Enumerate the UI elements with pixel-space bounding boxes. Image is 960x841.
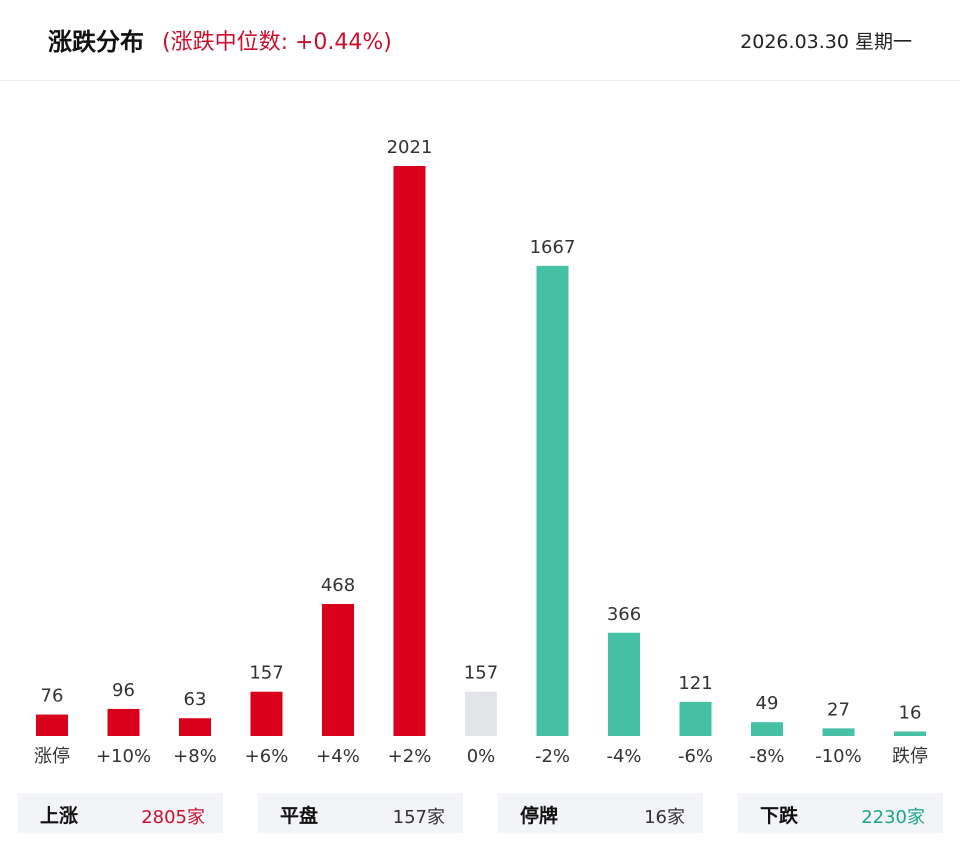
bar-minus8pct <box>751 722 783 736</box>
value-label-涨停: 76 <box>41 686 64 707</box>
bar-plus10pct <box>107 708 140 736</box>
category-label-plus6pct: +6% <box>245 746 289 767</box>
value-label-plus10pct: 96 <box>112 680 135 701</box>
distribution-bar-chart: 76 涨停 96 +10% 63 +8% 157 +6% 468 +4% 2021 +2% 157 0% 1… <box>34 137 928 767</box>
category-label-plus2pct: +2% <box>388 746 432 767</box>
category-label-跌停: 跌停 <box>892 746 928 767</box>
summary-up: 上涨 2805家 <box>18 793 223 833</box>
category-label-minus6pct: -6% <box>678 746 713 767</box>
bar-涨停 <box>36 714 68 736</box>
category-label-plus4pct: +4% <box>316 746 360 767</box>
summary-suspended: 停牌 16家 <box>498 793 703 833</box>
value-label-plus2pct: 2021 <box>387 137 433 158</box>
summary-suspended-label: 停牌 <box>520 805 559 827</box>
value-label-plus6pct: 157 <box>249 663 283 684</box>
category-label-0pct: 0% <box>467 746 496 767</box>
bar-minus2pct <box>536 265 569 736</box>
summary-flat-value: 157家 <box>392 807 445 828</box>
bar-plus6pct <box>250 691 283 736</box>
summary-down-value: 2230家 <box>861 807 925 828</box>
summary-up-label: 上涨 <box>40 805 79 827</box>
value-label-minus6pct: 121 <box>678 673 712 694</box>
bar-minus6pct <box>679 701 712 736</box>
value-label-0pct: 157 <box>464 663 498 684</box>
value-label-minus4pct: 366 <box>607 604 641 625</box>
summary-suspended-value: 16家 <box>644 807 685 828</box>
category-label-plus8pct: +8% <box>173 746 217 767</box>
bar-0pct <box>465 691 497 736</box>
category-label-minus4pct: -4% <box>606 746 641 767</box>
value-label-跌停: 16 <box>899 702 922 723</box>
bar-minus4pct <box>608 632 640 736</box>
date-label: 2026.03.30 星期一 <box>740 31 912 53</box>
median-change-subtitle: (涨跌中位数: +0.44%) <box>162 30 392 55</box>
summary-flat: 平盘 157家 <box>258 793 463 833</box>
chart-header: 涨跌分布 (涨跌中位数: +0.44%) 2026.03.30 星期一 <box>0 0 960 81</box>
bar-minus10pct <box>822 728 855 736</box>
value-label-plus4pct: 468 <box>321 575 355 596</box>
value-label-plus8pct: 63 <box>184 689 207 710</box>
summary-down: 下跌 2230家 <box>738 793 943 833</box>
category-label-plus10pct: +10% <box>96 746 151 767</box>
bar-plus2pct <box>393 166 426 736</box>
category-label-涨停: 涨停 <box>34 746 70 767</box>
category-label-minus2pct: -2% <box>535 746 570 767</box>
category-label-minus8pct: -8% <box>749 746 784 767</box>
value-label-minus8pct: 49 <box>756 693 779 714</box>
summary-down-label: 下跌 <box>760 805 799 827</box>
bar-plus8pct <box>179 718 211 736</box>
bar-跌停 <box>894 731 926 736</box>
summary-flat-label: 平盘 <box>280 805 319 827</box>
summary-up-value: 2805家 <box>141 807 205 828</box>
bar-plus4pct <box>322 604 354 736</box>
value-label-minus10pct: 27 <box>827 699 850 720</box>
chart-title: 涨跌分布 <box>48 28 144 56</box>
category-label-minus10pct: -10% <box>815 746 862 767</box>
value-label-minus2pct: 1667 <box>530 237 576 258</box>
